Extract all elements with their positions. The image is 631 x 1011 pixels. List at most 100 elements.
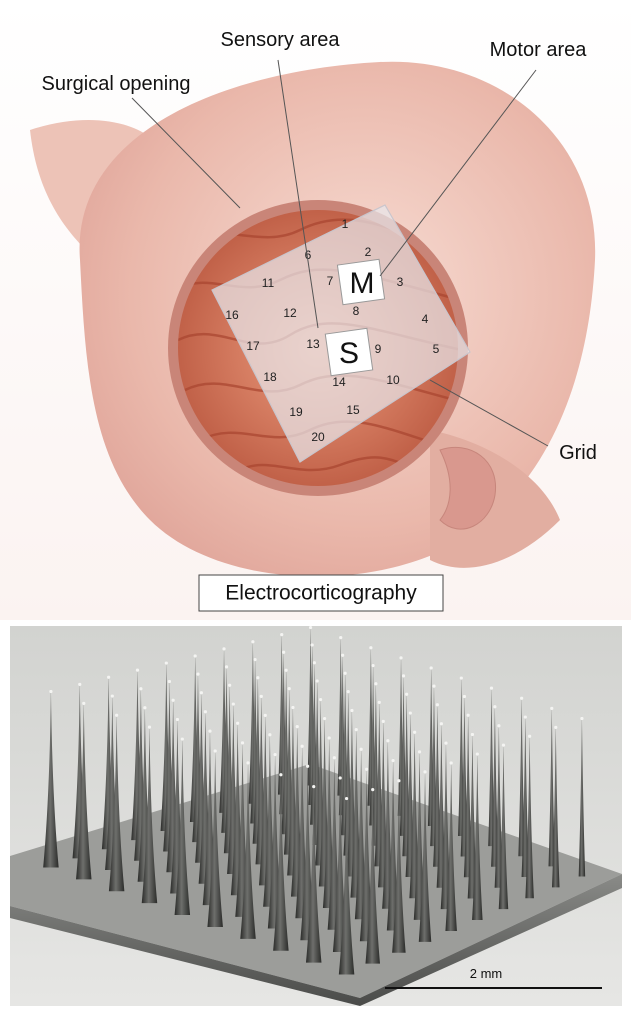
needle [108, 712, 125, 892]
needle [467, 731, 478, 899]
needle [418, 768, 432, 942]
needle [174, 736, 191, 916]
needle-tip [339, 636, 343, 640]
electrode-label: 19 [289, 405, 303, 419]
needle-tip [523, 715, 527, 719]
needle-tip [359, 747, 363, 751]
needle-tip [444, 741, 448, 745]
needle-tip [501, 743, 506, 747]
needle [305, 783, 322, 963]
needle [392, 777, 406, 953]
surgical-opening-label: Surgical opening [42, 73, 191, 95]
needle-tip [282, 650, 286, 654]
needle-tip [251, 640, 255, 644]
needle-tip [417, 750, 422, 754]
needle-tip [203, 710, 207, 714]
needle-array [43, 626, 586, 975]
needle-tip [256, 676, 260, 680]
needle-tip [399, 656, 403, 660]
needle-tip [391, 758, 395, 763]
motor-marker-box [336, 258, 386, 306]
needle [463, 712, 473, 878]
needle-tip [462, 694, 467, 699]
ecog-illustration-panel: 1 2 3 4 5 6 7 8 9 10 11 12 13 14 15 16 1… [0, 0, 631, 620]
needle-tip [291, 705, 295, 710]
needle-tip [147, 725, 152, 729]
needle-tip [318, 697, 323, 702]
needle-tip [135, 668, 140, 672]
needle-tip [167, 679, 172, 684]
electrode-label: 1 [342, 217, 349, 231]
electrode-label: 15 [346, 403, 360, 417]
needle-tip [78, 682, 82, 686]
electrode-label: 14 [332, 375, 346, 389]
needle-tip [193, 654, 197, 658]
needle-tip [322, 716, 327, 721]
needle-tip [423, 770, 427, 774]
needle-tip [489, 686, 494, 690]
needle [518, 695, 525, 857]
needle [578, 715, 586, 877]
needle-tip [371, 788, 375, 792]
needle-tip [365, 767, 369, 771]
electrode-label: 11 [262, 276, 275, 290]
needle [498, 742, 509, 910]
needle-tip [550, 706, 554, 710]
needle-tip [196, 672, 200, 676]
needle-tip [371, 663, 375, 668]
needle-tip [344, 796, 349, 801]
electrode-label: 4 [422, 312, 429, 326]
electrode-label: 5 [433, 342, 440, 356]
electrode-label: 10 [386, 373, 400, 387]
needle-tip [327, 736, 331, 740]
needle-tip [338, 776, 342, 780]
needle-tip [449, 761, 453, 765]
microelectrode-array-photo: 2 mm [10, 626, 622, 1006]
needle-tip [164, 661, 168, 665]
needle-tip [107, 675, 111, 679]
needle-tip [273, 752, 277, 757]
needle [141, 724, 158, 904]
electrode-labels: 1 2 3 4 5 6 7 8 9 10 11 12 13 14 15 16 1… [225, 217, 439, 444]
needle-tip [435, 703, 439, 707]
needle-tip [49, 689, 53, 694]
needle-tip [466, 713, 470, 717]
needle-tip [346, 690, 350, 694]
needle [338, 795, 355, 975]
array-base-edge [10, 874, 622, 1006]
sensory-marker-box [324, 327, 374, 377]
needle [548, 705, 556, 867]
needle-tip [580, 716, 584, 721]
electrode-label: 6 [305, 248, 312, 262]
needle-tip [236, 721, 240, 725]
leader-lines [131, 59, 549, 447]
sensory-marker-letter: S [339, 337, 359, 370]
needle-tip [459, 676, 463, 680]
needle-tip [246, 761, 250, 765]
needle-tip [268, 733, 272, 737]
electrode-label: 17 [246, 339, 260, 353]
needle [440, 740, 452, 910]
electrode-label: 9 [375, 342, 382, 356]
needle-tip [180, 737, 184, 741]
needle-tip [381, 719, 385, 723]
needle-tip [310, 643, 314, 647]
needle-tip [432, 684, 436, 688]
electrode-label: 18 [263, 370, 277, 384]
needle-tip [300, 744, 304, 748]
microelectrode-array-photo-panel: 2 mm [10, 626, 622, 1006]
needle-tip [354, 728, 358, 732]
needle-tip [528, 734, 532, 738]
electrode-label: 3 [397, 275, 404, 289]
needle [552, 724, 560, 888]
needle [76, 700, 92, 880]
needle-tip [401, 674, 406, 678]
needle-tip [139, 687, 143, 691]
needle [445, 759, 457, 931]
ear-shape [439, 446, 497, 530]
needle-tip [377, 700, 381, 704]
grid-label: Grid [559, 442, 597, 464]
needle-tip [253, 657, 257, 662]
electrode-label: 2 [365, 245, 372, 259]
needle [525, 733, 534, 899]
